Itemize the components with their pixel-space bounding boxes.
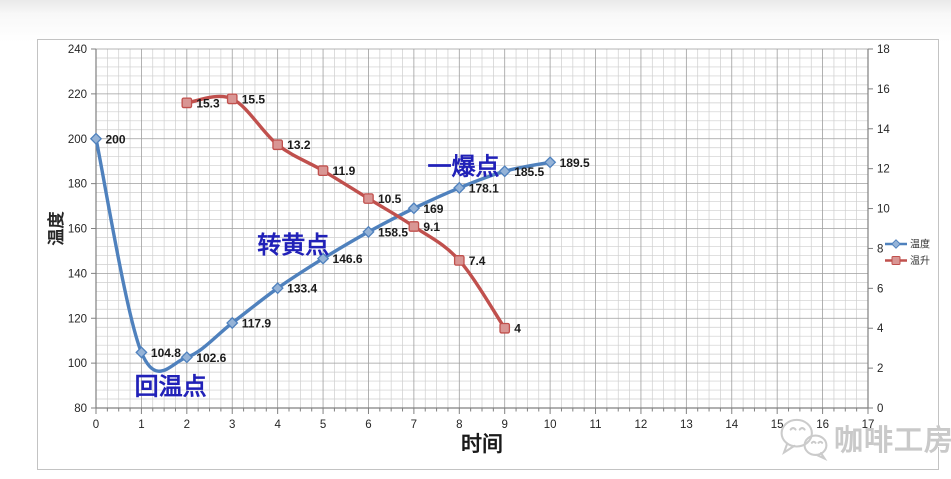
data-point-marker	[407, 202, 421, 215]
series-temp-rise-line: 15.3 15.5 13.2 11.9 10.5 9.1 7.4 4	[181, 92, 521, 336]
x-tick-label: 0	[93, 419, 99, 431]
data-point-marker	[181, 97, 193, 109]
x-tick-label: 10	[544, 419, 557, 431]
x-tick-label: 9	[502, 419, 508, 431]
annotation-yellowing-point: 转黄点	[257, 231, 329, 259]
data-point-marker	[272, 139, 283, 151]
data-point-marker	[271, 282, 284, 295]
data-point-marker	[408, 221, 420, 232]
data-point-label: 10.5	[378, 192, 402, 206]
data-point-label: 7.4	[469, 254, 486, 268]
y-right-tick-label: 0	[877, 403, 883, 415]
y-left-tick-label: 120	[68, 313, 87, 325]
y-right-tick-label: 14	[877, 124, 890, 136]
x-axis-title: 时间	[461, 433, 503, 456]
data-point-label: 200	[106, 132, 126, 146]
y-left-tick-label: 140	[68, 268, 87, 280]
y-axis-left: 80 100 120 140 160 180 200 220 240	[68, 44, 97, 415]
data-point-marker	[543, 156, 557, 169]
y-left-tick-label: 240	[68, 44, 87, 56]
data-point-marker	[180, 351, 193, 364]
legend-label: 温升	[910, 255, 930, 267]
x-tick-label: 11	[590, 419, 602, 431]
x-tick-label: 8	[456, 419, 462, 431]
x-tick-label: 7	[411, 419, 417, 431]
y-left-tick-label: 200	[68, 134, 87, 146]
x-tick-label: 15	[771, 419, 784, 431]
x-tick-label: 2	[184, 419, 190, 431]
legend-item: 温度	[885, 238, 930, 251]
x-tick-label: 5	[320, 419, 326, 431]
data-point-label: 189.5	[560, 156, 590, 170]
data-point-marker	[89, 132, 103, 145]
y-right-tick-label: 8	[877, 243, 883, 255]
data-point-label: 178.1	[469, 181, 499, 195]
y-left-tick-label: 100	[68, 358, 87, 370]
x-tick-label: 1	[138, 419, 144, 431]
data-point-label: 9.1	[423, 220, 440, 234]
y-right-tick-label: 10	[877, 204, 890, 216]
data-point-marker	[226, 93, 238, 105]
x-tick-label: 3	[229, 419, 235, 431]
series-temperature-line: 200 104.8 102.6 117.9 133.4 146.6 158.5 169 178.…	[89, 132, 590, 373]
data-point-label: 133.4	[287, 282, 317, 296]
y-right-tick-label: 18	[877, 44, 890, 56]
data-point-marker	[453, 181, 466, 195]
data-point-marker	[317, 165, 329, 177]
annotation-first-crack: 一爆点	[428, 154, 500, 181]
data-point-marker	[316, 252, 330, 265]
legend-item: 温升	[885, 255, 930, 267]
x-tick-label: 12	[635, 419, 648, 431]
y-left-tick-label: 160	[68, 224, 87, 236]
y-left-tick-label: 180	[68, 179, 87, 191]
y-right-tick-label: 4	[877, 323, 884, 335]
y-left-tick-label: 220	[68, 89, 87, 101]
y-left-tick-label: 80	[74, 403, 87, 415]
annotation-recovery-point: 回温点	[135, 374, 207, 401]
y-axis-title: 温度	[46, 211, 66, 246]
data-point-label: 15.5	[242, 92, 266, 106]
y-axis-right: 0 2 4 6 8 10 12 14 16 18	[867, 44, 890, 415]
x-tick-label: 6	[365, 419, 371, 431]
y-right-tick-label: 16	[877, 84, 890, 96]
x-tick-label: 13	[680, 419, 693, 431]
y-right-tick-label: 6	[877, 283, 883, 295]
data-point-label: 102.6	[196, 351, 226, 365]
data-point-marker	[498, 165, 511, 178]
data-point-marker	[362, 225, 375, 238]
data-point-label: 104.8	[151, 346, 181, 360]
data-point-label: 158.5	[378, 225, 408, 239]
data-point-label: 185.5	[514, 165, 544, 179]
legend-marker-square-icon	[891, 256, 901, 265]
x-tick-label: 14	[725, 419, 738, 431]
y-right-tick-label: 2	[877, 363, 883, 375]
data-point-marker	[135, 346, 148, 359]
data-point-label: 169	[423, 202, 443, 216]
y-right-tick-label: 12	[877, 164, 890, 176]
x-axis: 0 1 2 3 4 5 6 7 8 9 10 11 12 13 14 15 16 17	[93, 407, 875, 431]
data-point-marker	[453, 255, 465, 266]
data-point-label: 13.2	[287, 138, 311, 152]
legend-label: 温度	[910, 238, 930, 251]
x-tick-label: 4	[274, 419, 281, 431]
legend-marker-diamond-icon	[891, 239, 901, 249]
x-tick-label: 16	[816, 419, 829, 431]
data-point-marker	[363, 193, 374, 204]
data-point-label: 15.3	[196, 96, 220, 110]
data-point-marker	[226, 316, 239, 330]
data-point-label: 117.9	[242, 316, 272, 330]
data-point-label: 4	[514, 322, 521, 336]
x-tick-label: 17	[862, 419, 875, 431]
data-point-marker	[499, 322, 511, 334]
data-point-label: 146.6	[333, 252, 363, 266]
data-point-label: 11.9	[333, 164, 356, 178]
